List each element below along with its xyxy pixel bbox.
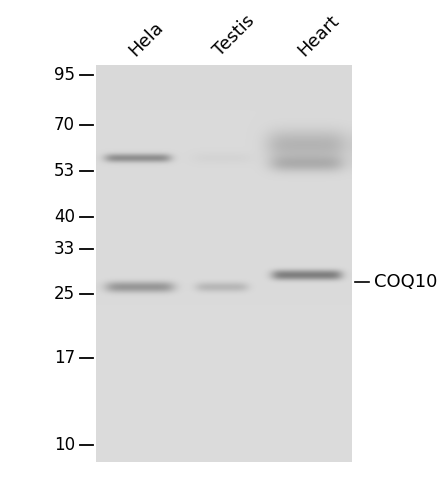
Text: 10: 10: [54, 436, 75, 454]
Text: 33: 33: [54, 240, 75, 257]
Text: Hela: Hela: [126, 18, 167, 60]
Text: 17: 17: [54, 349, 75, 367]
Text: 40: 40: [54, 208, 75, 226]
Text: 53: 53: [54, 162, 75, 180]
Text: 25: 25: [54, 285, 75, 303]
Text: Heart: Heart: [294, 12, 343, 60]
Text: Testis: Testis: [210, 12, 258, 60]
Text: 70: 70: [54, 116, 75, 134]
Text: COQ10B: COQ10B: [374, 272, 438, 291]
Text: 95: 95: [54, 66, 75, 84]
